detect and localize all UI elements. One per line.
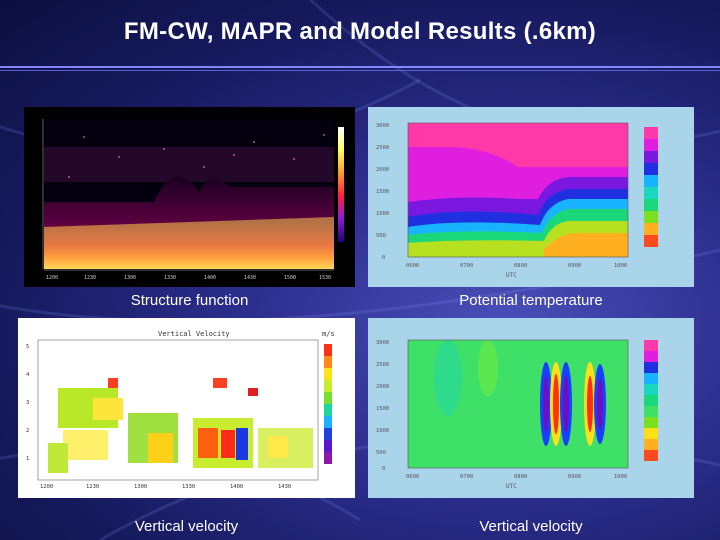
svg-text:1330: 1330: [182, 484, 195, 490]
slide-title: FM-CW, MAPR and Model Results (.6km): [123, 18, 597, 45]
svg-text:1000: 1000: [614, 474, 627, 480]
caption-potential-temperature: Potential temperature: [459, 292, 603, 309]
svg-text:1430: 1430: [278, 484, 291, 490]
svg-text:0900: 0900: [568, 474, 581, 480]
svg-text:1300: 1300: [124, 275, 136, 281]
svg-text:m/s: m/s: [322, 330, 335, 338]
svg-text:1230: 1230: [86, 484, 99, 490]
svg-text:UTC: UTC: [506, 483, 517, 490]
svg-text:3: 3: [26, 400, 29, 406]
title-divider-top: [0, 66, 720, 68]
y-tick-3000: 3000: [376, 123, 389, 129]
structure-function-image: 1200 1230 1300 1330 1400 1430 1500 1530: [24, 107, 355, 287]
svg-text:1400: 1400: [204, 275, 216, 281]
potential-temperature-plot: 3000 2500 2000 1500 1000 500 0 0600 0700 0800 …: [368, 107, 694, 287]
caption-vertical-velocity-observed: Vertical velocity: [134, 518, 239, 535]
svg-text:0800: 0800: [514, 474, 527, 480]
svg-text:1000: 1000: [376, 211, 389, 217]
svg-text:1330: 1330: [164, 275, 176, 281]
svg-text:1200: 1200: [40, 484, 53, 490]
svg-text:1500: 1500: [284, 275, 296, 281]
svg-text:2: 2: [26, 428, 29, 434]
svg-text:2500: 2500: [376, 362, 389, 368]
svg-text:0: 0: [382, 255, 385, 261]
svg-text:2500: 2500: [376, 145, 389, 151]
svg-text:1400: 1400: [230, 484, 243, 490]
svg-text:2000: 2000: [376, 384, 389, 390]
svg-text:1000: 1000: [614, 263, 627, 269]
svg-text:1300: 1300: [134, 484, 147, 490]
svg-text:5: 5: [26, 344, 29, 350]
svg-text:UTC: UTC: [506, 272, 517, 279]
svg-text:1200: 1200: [46, 275, 58, 281]
svg-text:1000: 1000: [376, 428, 389, 434]
caption-vertical-velocity-model: Vertical velocity: [479, 518, 583, 535]
svg-text:1500: 1500: [376, 189, 389, 195]
svg-text:2000: 2000: [376, 167, 389, 173]
svg-text:1230: 1230: [84, 275, 96, 281]
svg-text:0700: 0700: [460, 474, 473, 480]
svg-text:0600: 0600: [406, 474, 419, 480]
svg-text:1430: 1430: [244, 275, 256, 281]
svg-text:500: 500: [376, 450, 386, 456]
svg-text:0800: 0800: [514, 263, 527, 269]
svg-text:4: 4: [26, 372, 30, 378]
svg-text:0: 0: [382, 466, 385, 472]
svg-text:0900: 0900: [568, 263, 581, 269]
svg-text:500: 500: [376, 233, 386, 239]
vertical-velocity-model-plot: 3000 2500 2000 1500 1000 500 0 0600 0700 0800 …: [368, 318, 694, 498]
svg-text:1: 1: [26, 456, 29, 462]
svg-text:1500: 1500: [376, 406, 389, 412]
vertical-velocity-observed-plot: 5 4 3 2 1 1200 1230 1300 1330 1400 1430 Vertica…: [18, 318, 355, 498]
caption-structure-function: Structure function: [130, 292, 249, 309]
svg-text:0600: 0600: [406, 263, 419, 269]
svg-text:0700: 0700: [460, 263, 473, 269]
title-divider-bottom: [0, 70, 720, 71]
svg-text:1530: 1530: [319, 275, 331, 281]
svg-text:3000: 3000: [376, 340, 389, 346]
svg-text:Vertical Velocity: Vertical Velocity: [158, 330, 230, 338]
